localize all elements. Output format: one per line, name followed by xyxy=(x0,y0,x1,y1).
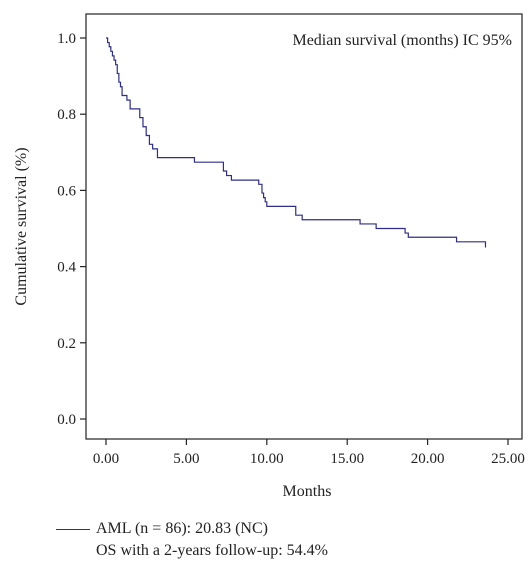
chart-annotation: Median survival (months) IC 95% xyxy=(292,32,512,49)
x-tick-label: 20.00 xyxy=(411,451,445,467)
x-tick-label: 10.00 xyxy=(250,451,284,467)
y-axis: 0.0 0.2 0.4 0.6 0.8 1.0 xyxy=(57,31,86,428)
x-axis-label: Months xyxy=(283,483,332,500)
y-axis-label: Cumulative survival (%) xyxy=(13,147,30,305)
x-axis: 0.00 5.00 10.00 15.00 20.00 25.00 xyxy=(93,439,525,467)
y-tick-label: 0.2 xyxy=(57,336,76,352)
legend-item: AML (n = 86): 20.83 (NC) xyxy=(56,518,328,540)
plot-frame xyxy=(85,13,523,440)
y-tick-label: 0.8 xyxy=(57,107,76,123)
x-tick-label: 0.00 xyxy=(93,451,119,467)
y-tick-label: 0.4 xyxy=(57,260,76,276)
survival-curve xyxy=(106,37,487,248)
legend: AML (n = 86): 20.83 (NC) OS with a 2-yea… xyxy=(56,518,328,562)
legend-swatch xyxy=(56,528,90,530)
legend-label: AML (n = 86): 20.83 (NC) xyxy=(96,520,268,537)
x-tick-label: 5.00 xyxy=(173,451,199,467)
legend-note: OS with a 2-years follow-up: 54.4% xyxy=(96,542,328,559)
y-tick-label: 1.0 xyxy=(57,31,76,47)
series-layer xyxy=(106,37,487,248)
x-tick-label: 25.00 xyxy=(491,451,525,467)
y-tick-label: 0.0 xyxy=(57,412,76,428)
x-tick-label: 15.00 xyxy=(330,451,364,467)
y-tick-label: 0.6 xyxy=(57,183,76,199)
